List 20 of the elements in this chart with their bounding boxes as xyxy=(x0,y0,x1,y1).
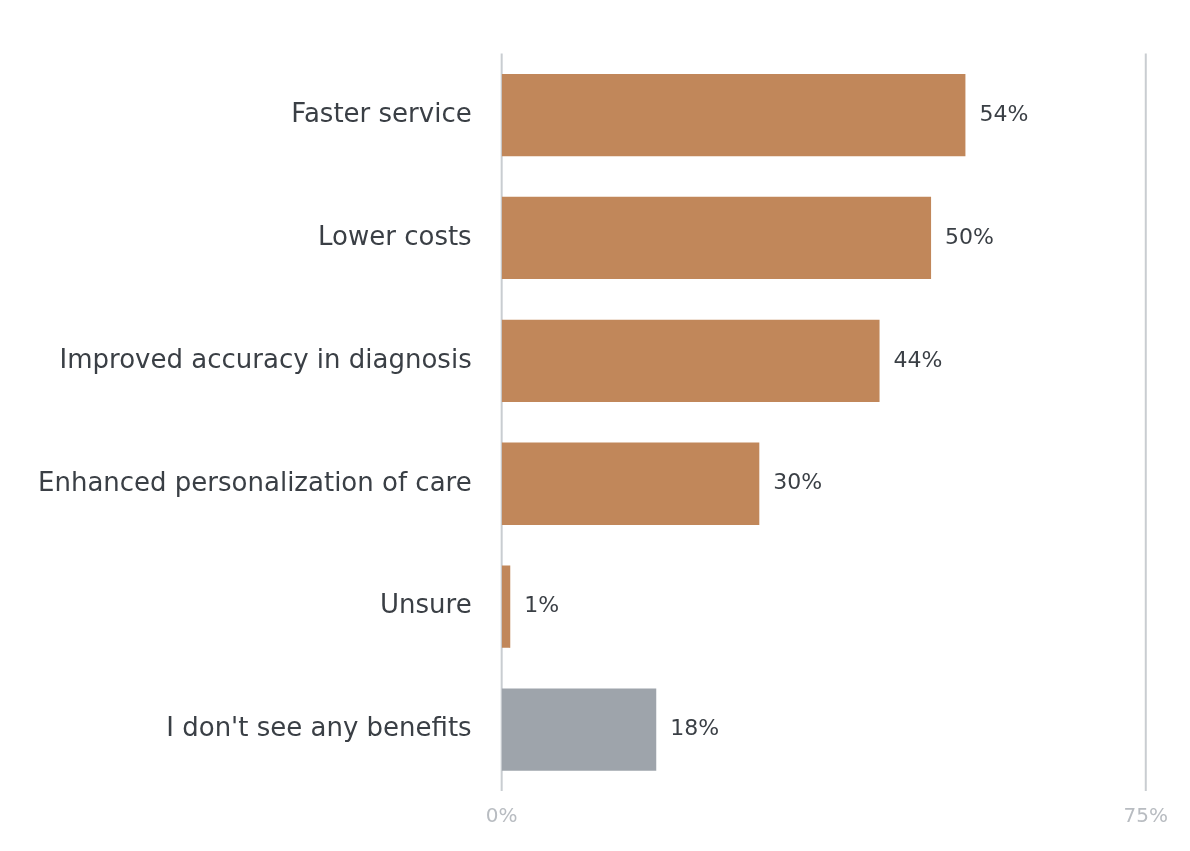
bar xyxy=(501,565,511,648)
y-tick-label: Improved accuracy in diagnosis xyxy=(59,343,472,374)
x-tick-label: 0% xyxy=(485,803,518,828)
data-label: 30% xyxy=(773,469,823,495)
y-tick-label: Enhanced personalization of care xyxy=(38,466,472,497)
bar xyxy=(501,196,932,280)
y-tick-label: Unsure xyxy=(380,589,472,620)
data-label: 18% xyxy=(670,715,720,741)
y-tick-label: Faster service xyxy=(291,97,472,128)
data-label: 50% xyxy=(945,223,994,249)
data-label: 1% xyxy=(524,592,560,618)
data-label: 54% xyxy=(979,100,1029,126)
bar xyxy=(501,319,880,403)
x-tick-label: 75% xyxy=(1123,803,1168,828)
bar xyxy=(501,442,760,525)
bar xyxy=(501,73,966,157)
y-tick-label: I don't see any benefits xyxy=(166,712,472,743)
data-label: 44% xyxy=(893,346,943,372)
y-tick-label: Lower costs xyxy=(318,220,472,251)
bar xyxy=(501,688,657,771)
